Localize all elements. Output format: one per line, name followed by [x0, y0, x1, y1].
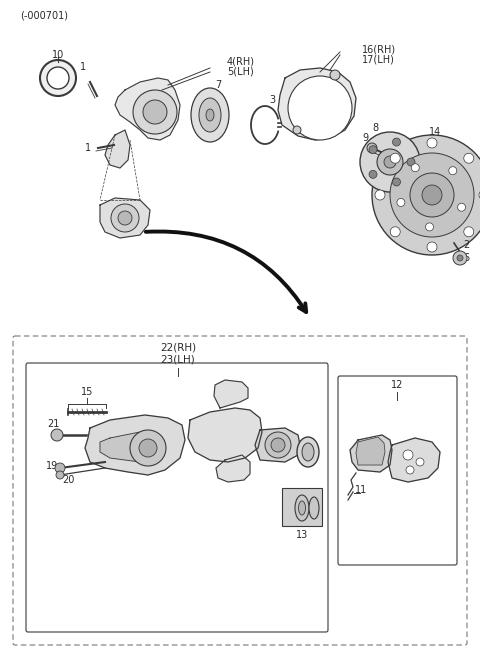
Circle shape	[427, 138, 437, 148]
Polygon shape	[115, 78, 180, 140]
Circle shape	[411, 164, 420, 172]
Circle shape	[422, 185, 442, 205]
Circle shape	[139, 439, 157, 457]
Ellipse shape	[199, 98, 221, 132]
Polygon shape	[278, 68, 356, 140]
Circle shape	[464, 153, 474, 163]
Text: 6: 6	[463, 253, 469, 263]
Circle shape	[56, 471, 64, 479]
Bar	[282, 488, 322, 526]
Circle shape	[330, 70, 340, 80]
Text: 9: 9	[362, 133, 368, 143]
Text: 5(LH): 5(LH)	[227, 67, 254, 77]
Circle shape	[369, 170, 377, 178]
Circle shape	[47, 67, 69, 89]
Circle shape	[397, 198, 405, 206]
Circle shape	[390, 153, 474, 237]
Circle shape	[449, 166, 457, 175]
Polygon shape	[356, 437, 385, 465]
Circle shape	[40, 60, 76, 96]
Ellipse shape	[191, 88, 229, 142]
Text: 21: 21	[47, 419, 59, 429]
Text: 7: 7	[215, 80, 221, 90]
Circle shape	[293, 126, 301, 134]
Text: (-000701): (-000701)	[20, 10, 68, 20]
Text: 13: 13	[296, 530, 308, 540]
Text: 3: 3	[269, 95, 275, 105]
Circle shape	[410, 173, 454, 217]
Text: 16(RH): 16(RH)	[362, 45, 396, 55]
Text: 2: 2	[463, 240, 469, 250]
Ellipse shape	[299, 501, 305, 515]
Circle shape	[288, 76, 352, 140]
Circle shape	[111, 204, 139, 232]
Polygon shape	[216, 455, 250, 482]
Circle shape	[453, 251, 467, 265]
Text: 10: 10	[52, 50, 64, 60]
Polygon shape	[105, 130, 130, 168]
Polygon shape	[388, 438, 440, 482]
Circle shape	[369, 145, 377, 154]
Circle shape	[130, 430, 166, 466]
Text: 20: 20	[62, 475, 74, 485]
Polygon shape	[85, 415, 185, 475]
Circle shape	[372, 135, 480, 255]
Polygon shape	[100, 198, 150, 238]
Text: 14: 14	[429, 127, 441, 137]
Text: 19: 19	[46, 461, 58, 471]
Circle shape	[51, 429, 63, 441]
Ellipse shape	[297, 437, 319, 467]
Polygon shape	[255, 428, 300, 462]
Polygon shape	[350, 435, 392, 472]
Circle shape	[425, 223, 433, 231]
Text: 11: 11	[355, 485, 367, 495]
Circle shape	[55, 463, 65, 473]
Circle shape	[265, 432, 291, 458]
Text: 1: 1	[80, 62, 86, 72]
Text: 17(LH): 17(LH)	[362, 55, 395, 65]
Text: 18: 18	[226, 387, 238, 397]
Text: 4(RH): 4(RH)	[227, 57, 255, 67]
Text: 15: 15	[81, 387, 93, 397]
Ellipse shape	[295, 495, 309, 521]
Circle shape	[457, 203, 466, 212]
Circle shape	[464, 227, 474, 236]
Circle shape	[118, 211, 132, 225]
Circle shape	[360, 132, 420, 192]
Circle shape	[390, 153, 400, 163]
Circle shape	[393, 178, 400, 186]
Circle shape	[479, 190, 480, 200]
Circle shape	[393, 138, 400, 146]
Circle shape	[367, 143, 377, 153]
Text: 1: 1	[85, 143, 91, 153]
Circle shape	[390, 227, 400, 236]
Circle shape	[377, 149, 403, 175]
Circle shape	[406, 466, 414, 474]
Polygon shape	[214, 380, 248, 408]
Text: 22(RH): 22(RH)	[160, 343, 196, 353]
Circle shape	[403, 450, 413, 460]
Ellipse shape	[206, 109, 214, 121]
Text: 8: 8	[372, 123, 378, 133]
Text: 12: 12	[391, 380, 403, 390]
Circle shape	[133, 90, 177, 134]
Circle shape	[416, 458, 424, 466]
Circle shape	[271, 438, 285, 452]
Text: 23(LH): 23(LH)	[161, 355, 195, 365]
Circle shape	[384, 156, 396, 168]
Ellipse shape	[302, 443, 314, 461]
Circle shape	[407, 158, 415, 166]
Ellipse shape	[309, 497, 319, 519]
Polygon shape	[100, 432, 155, 462]
Circle shape	[143, 100, 167, 124]
Circle shape	[457, 255, 463, 261]
Circle shape	[427, 242, 437, 252]
Polygon shape	[188, 408, 262, 462]
Circle shape	[375, 190, 385, 200]
